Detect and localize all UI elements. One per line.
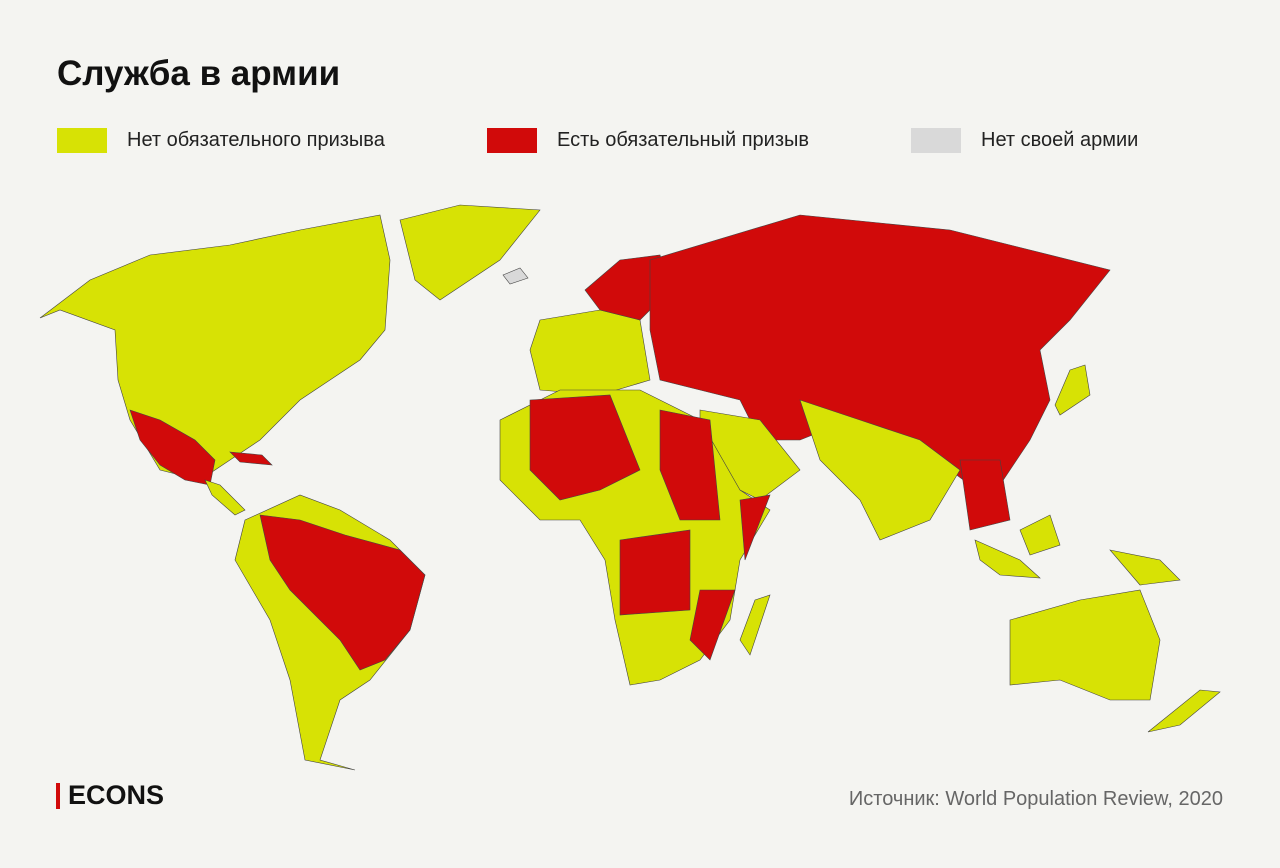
new-guinea xyxy=(1109,549,1181,586)
logo: ECONS xyxy=(56,780,164,811)
legend-item: Есть обязательный призыв xyxy=(487,127,809,153)
iceland xyxy=(502,267,529,285)
legend-swatch xyxy=(911,127,961,153)
indonesia xyxy=(974,539,1041,579)
borneo xyxy=(1019,514,1061,556)
brazil xyxy=(259,514,426,671)
madagascar xyxy=(739,594,771,656)
cuba xyxy=(229,451,273,466)
legend-swatch xyxy=(57,127,107,153)
mozambique xyxy=(689,589,736,661)
legend-label: Нет своей армии xyxy=(981,128,1139,151)
legend-item: Нет своей армии xyxy=(911,127,1138,153)
southeast-asia xyxy=(959,459,1011,531)
legend-label: Нет обязательного призыва xyxy=(127,128,385,151)
legend-label: Есть обязательный призыв xyxy=(557,128,810,151)
north-africa xyxy=(529,394,641,501)
india xyxy=(799,399,961,541)
central-america xyxy=(204,479,246,516)
source: Источник: World Population Review, 2020 xyxy=(848,788,1223,810)
australia xyxy=(1009,589,1161,701)
europe xyxy=(529,309,651,396)
greenland xyxy=(399,204,541,301)
logo-text: ECONS xyxy=(68,780,165,810)
central-africa xyxy=(619,529,691,616)
somalia xyxy=(739,494,771,561)
title: Служба в армии xyxy=(57,54,341,93)
egypt-sudan xyxy=(659,409,721,521)
legend-swatch xyxy=(487,127,537,153)
new-zealand xyxy=(1147,689,1221,733)
legend-item: Нет обязательного призыва xyxy=(57,127,385,153)
north-america xyxy=(39,214,391,481)
japan xyxy=(1054,364,1091,416)
